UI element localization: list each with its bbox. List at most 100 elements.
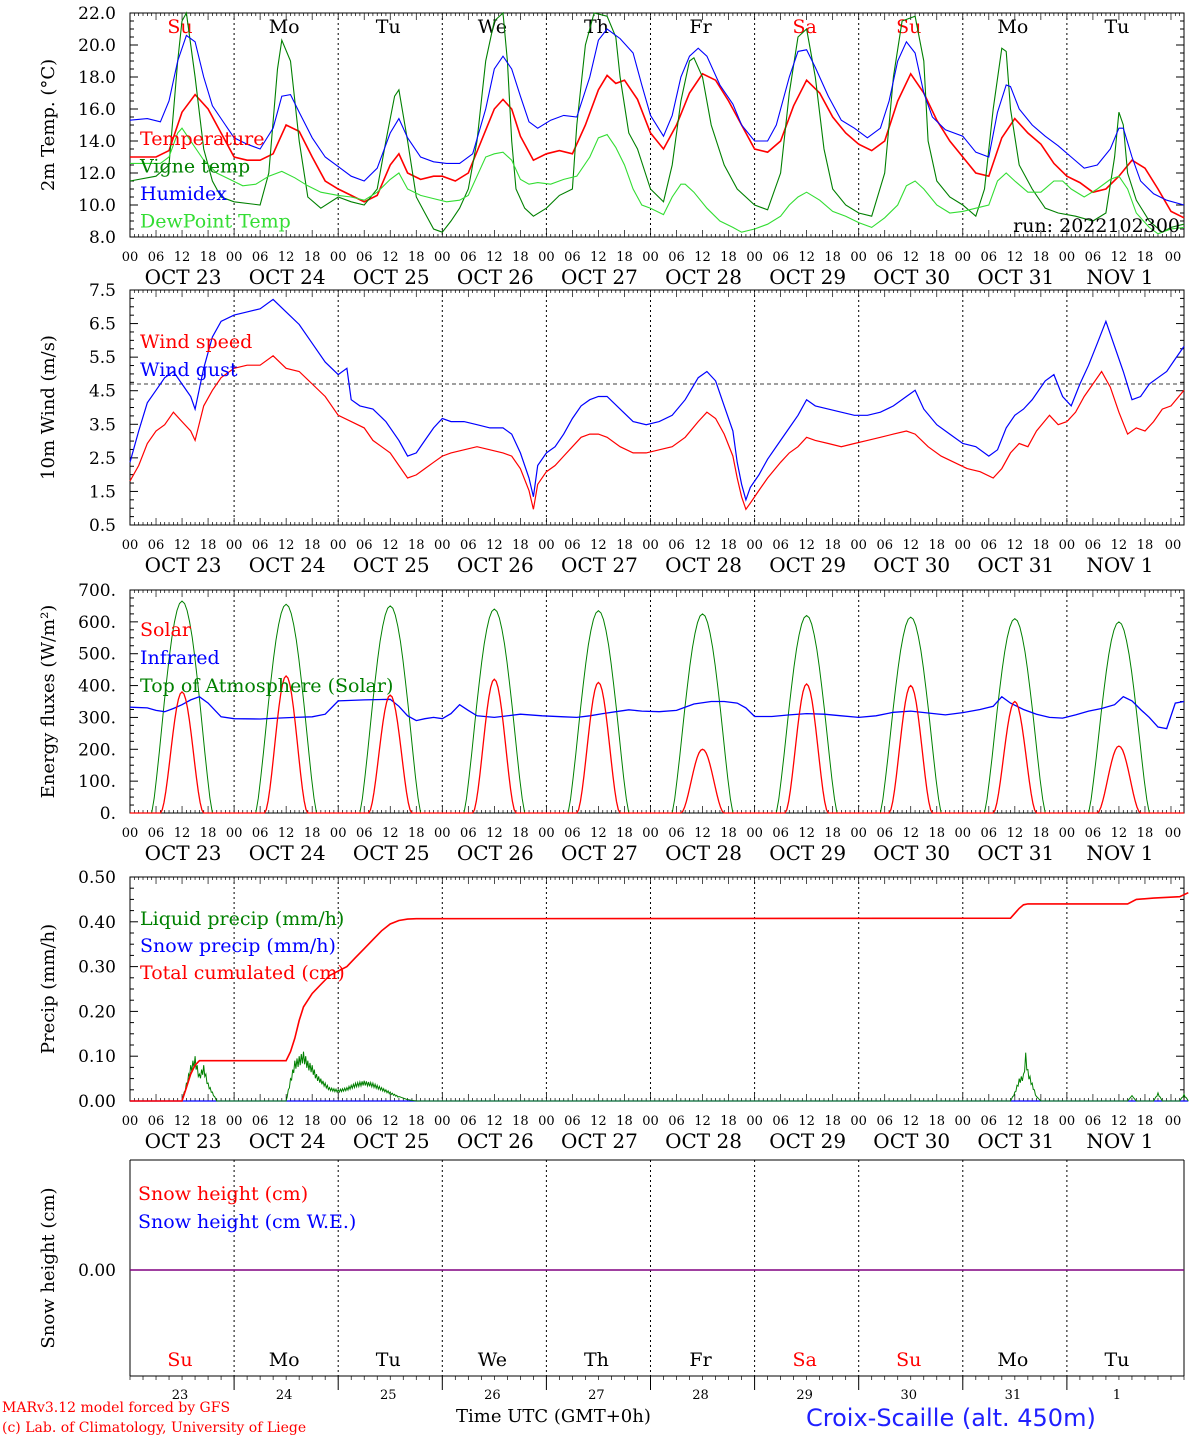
- date-label: OCT 23: [145, 1129, 222, 1153]
- hour-tick-label: 00: [746, 826, 763, 841]
- hour-tick-label: 00: [538, 250, 555, 265]
- hour-tick-label: 00: [226, 826, 243, 841]
- y-tick-label: 0.20: [78, 1002, 116, 1022]
- lab-credit-line: (c) Lab. of Climatology, University of L…: [2, 1420, 307, 1436]
- hour-tick-label: 06: [772, 826, 789, 841]
- hour-tick-label: 00: [538, 826, 555, 841]
- hour-tick-label: 18: [928, 826, 945, 841]
- series-line-wind-speed: [129, 355, 1185, 511]
- date-label: OCT 25: [353, 841, 430, 865]
- plot-frame: [129, 589, 1185, 814]
- hour-tick-label: 06: [148, 826, 165, 841]
- date-label: OCT 23: [145, 265, 222, 289]
- date-label: NOV 1: [1086, 841, 1153, 865]
- hour-tick-label: 18: [200, 250, 217, 265]
- panel-energy: 0. 100. 200. 300. 400. 500. 600. 700. Energy flu…: [38, 581, 1185, 865]
- hour-tick-label: 06: [460, 1114, 477, 1129]
- run-annotation: run: 2022102300: [1013, 215, 1180, 237]
- hour-tick-label: 00: [122, 250, 139, 265]
- date-label: OCT 28: [665, 265, 742, 289]
- hour-tick-label: 00: [642, 250, 659, 265]
- hour-tick-label: 18: [408, 826, 425, 841]
- series-line-total-cumulated: [130, 891, 1189, 1102]
- hour-tick-label: 18: [304, 250, 321, 265]
- panel-snow: 0.00 Snow height (cm) Snow height (cm) Snow…: [38, 1159, 1185, 1403]
- day-number-label: 30: [900, 1388, 917, 1403]
- hour-tick-label: 18: [1137, 826, 1154, 841]
- hour-tick-label: 18: [304, 1114, 321, 1129]
- hour-tick-label: 12: [486, 538, 503, 553]
- hour-tick-label: 06: [460, 538, 477, 553]
- y-tick-label: 0.50: [78, 868, 116, 888]
- hour-tick-label: 06: [668, 1114, 685, 1129]
- hour-tick-label: 06: [356, 826, 373, 841]
- hour-tick-label: 18: [824, 826, 841, 841]
- y-tick-label: 1.5: [89, 482, 116, 502]
- hour-tick-label: 06: [981, 826, 998, 841]
- date-label: OCT 27: [561, 553, 638, 577]
- hour-tick-label: 18: [1033, 1114, 1050, 1129]
- y-tick-label: 0.: [100, 804, 116, 824]
- series-line-wind-gust: [129, 298, 1185, 502]
- hour-tick-label: 18: [1033, 538, 1050, 553]
- hour-tick-label: 18: [720, 538, 737, 553]
- panel-wind: 0.5 1.5 2.5 3.5 4.5 5.5 6.5 7.5 10m Wind (m/s) 00…: [38, 281, 1185, 577]
- hour-tick-label: 12: [174, 1114, 191, 1129]
- y-tick-label: 2.5: [89, 449, 116, 469]
- hour-tick-label: 12: [1111, 250, 1128, 265]
- hour-tick-label: 00: [746, 538, 763, 553]
- hour-tick-label: 18: [824, 538, 841, 553]
- hour-tick-label: 06: [252, 538, 269, 553]
- date-label: OCT 26: [457, 553, 534, 577]
- hour-tick-label: 00: [642, 538, 659, 553]
- hour-tick-label: 00: [538, 1114, 555, 1129]
- hour-tick-label: 12: [278, 250, 295, 265]
- y-tick-label: 0.40: [78, 913, 116, 933]
- hour-tick-label: 12: [590, 1114, 607, 1129]
- hour-tick-label: 18: [616, 1114, 633, 1129]
- y-tick-label: 14.0: [78, 132, 116, 152]
- y-axis-label: Snow height (cm): [38, 1187, 59, 1348]
- hour-tick-label: 18: [1137, 538, 1154, 553]
- weekday-label: Tu: [376, 1349, 401, 1371]
- hour-tick-label: 00: [226, 250, 243, 265]
- weekday-label: Sa: [792, 1349, 816, 1371]
- date-label: OCT 29: [769, 265, 846, 289]
- hour-tick-label: 18: [512, 1114, 529, 1129]
- day-number-label: 27: [588, 1388, 605, 1403]
- date-label: OCT 25: [353, 265, 430, 289]
- y-tick-label: 400.: [78, 677, 116, 697]
- date-label: OCT 30: [873, 265, 950, 289]
- y-axis-label: Energy fluxes (W/m²): [38, 605, 59, 799]
- hour-tick-label: 12: [382, 826, 399, 841]
- y-tick-label: 200.: [78, 740, 116, 760]
- date-label: OCT 27: [561, 1129, 638, 1153]
- hour-tick-label: 06: [668, 250, 685, 265]
- hour-tick-label: 12: [694, 1114, 711, 1129]
- y-axis-label: Precip (mm/h): [38, 924, 59, 1054]
- series-line-solar: [130, 675, 1184, 814]
- date-label: OCT 30: [873, 1129, 950, 1153]
- hour-tick-label: 00: [122, 826, 139, 841]
- hour-tick-label: 00: [1059, 1114, 1076, 1129]
- weekday-label: Mo: [997, 1349, 1028, 1371]
- hour-tick-label: 06: [876, 538, 893, 553]
- hour-tick-label: 00: [434, 1114, 451, 1129]
- hour-tick-label: 06: [148, 1114, 165, 1129]
- hour-tick-label: 18: [720, 250, 737, 265]
- date-label: OCT 27: [561, 841, 638, 865]
- hour-tick-label: 06: [772, 538, 789, 553]
- hour-tick-label: 06: [1085, 538, 1102, 553]
- hour-tick-label: 06: [668, 538, 685, 553]
- hour-tick-label: 00: [850, 250, 867, 265]
- date-label: NOV 1: [1086, 265, 1153, 289]
- hour-tick-label: 06: [564, 1114, 581, 1129]
- weekday-label: Su: [167, 1349, 192, 1371]
- hour-tick-label: 18: [824, 250, 841, 265]
- hour-tick-label: 12: [902, 538, 919, 553]
- date-label: OCT 30: [873, 841, 950, 865]
- y-tick-label: 600.: [78, 613, 116, 633]
- hour-tick-label: 18: [1137, 250, 1154, 265]
- hour-tick-label: 18: [1137, 1114, 1154, 1129]
- y-axis-label: 2m Temp. (°C): [38, 59, 59, 191]
